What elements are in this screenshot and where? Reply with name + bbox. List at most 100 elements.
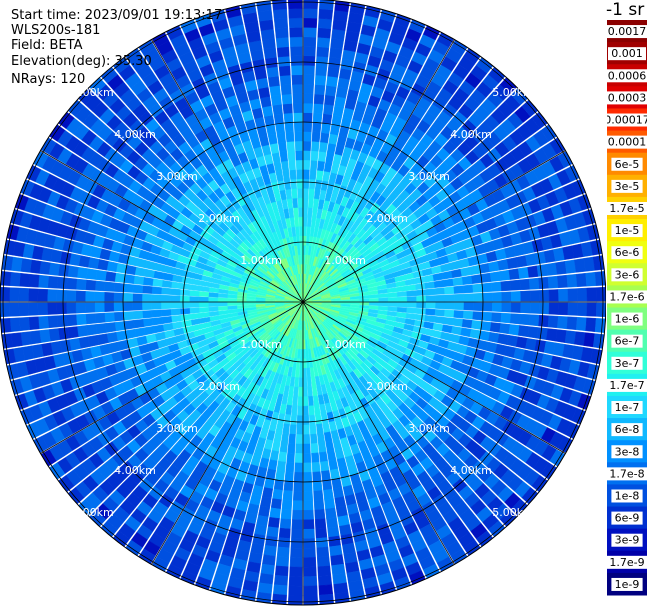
- heatmap-cell: [189, 312, 201, 320]
- heatmap-cell: [303, 576, 318, 587]
- heatmap-cell: [289, 557, 303, 568]
- heatmap-cell: [261, 448, 272, 460]
- heatmap-cell: [47, 275, 59, 289]
- heatmap-cell: [273, 479, 284, 491]
- heatmap-cell: [279, 442, 288, 453]
- heatmap-cell: [368, 302, 379, 306]
- heatmap-cell: [310, 443, 319, 454]
- heatmap-cell: [275, 122, 285, 134]
- heatmap-cell: [143, 325, 155, 336]
- heatmap-cell: [313, 404, 321, 416]
- heatmap-cell: [47, 302, 58, 315]
- heatmap-cell: [260, 496, 272, 508]
- heatmap-cell: [594, 271, 606, 286]
- heatmap-cell: [198, 302, 209, 308]
- heatmap-cell: [263, 153, 274, 165]
- heatmap-cell: [208, 297, 219, 302]
- heatmap-cell: [500, 280, 512, 292]
- heatmap-cell: [317, 18, 333, 30]
- colorbar-tick-label: 1.7e-9: [609, 556, 644, 569]
- heatmap-cell: [303, 453, 312, 464]
- heatmap-cell: [295, 434, 303, 445]
- heatmap-cell: [303, 481, 313, 492]
- heatmap-cell: [472, 292, 484, 302]
- heatmap-cell: [134, 327, 146, 338]
- heatmap-cell: [299, 358, 303, 369]
- heatmap-cell: [296, 178, 303, 189]
- heatmap-cell: [272, 593, 287, 605]
- heatmap-cell: [452, 318, 464, 327]
- range-label: 3.00km: [156, 170, 198, 183]
- heatmap-cell: [406, 307, 417, 314]
- heatmap-cell: [18, 287, 29, 302]
- heatmap-cell: [94, 312, 106, 324]
- heatmap-cell: [198, 296, 209, 302]
- heatmap-cell: [536, 327, 549, 340]
- heatmap-cell: [443, 278, 454, 287]
- heatmap-cell: [536, 264, 549, 277]
- heatmap-cell: [308, 395, 314, 407]
- heatmap-cell: [277, 537, 291, 549]
- heatmap-cell: [469, 328, 481, 340]
- heatmap-cell: [106, 331, 118, 343]
- heatmap-cell: [267, 133, 278, 145]
- heatmap-cell: [318, 151, 327, 162]
- heatmap-cell: [583, 332, 596, 348]
- heatmap-cell: [273, 18, 289, 30]
- heatmap-cell: [583, 256, 596, 272]
- heatmap-cell: [94, 280, 106, 292]
- range-label: 5.00km: [492, 506, 534, 519]
- heatmap-cell: [0, 286, 11, 302]
- heatmap-cell: [284, 471, 294, 482]
- heatmap-cell: [336, 457, 347, 469]
- heatmap-cell: [292, 197, 298, 209]
- heatmap-cell: [290, 55, 303, 66]
- heatmap-cell: [106, 261, 118, 273]
- heatmap-cell: [303, 462, 312, 473]
- instrument-label: WLS200s-181: [11, 23, 101, 38]
- heatmap-cell: [189, 302, 200, 308]
- heatmap-cell: [316, 423, 324, 435]
- heatmap-cell: [272, 584, 288, 596]
- heatmap-cell: [266, 66, 279, 78]
- heatmap-cell: [444, 302, 455, 310]
- heatmap-cell: [132, 284, 144, 294]
- heatmap-cell: [266, 526, 279, 538]
- colorbar-tick-label: 6e-6: [615, 246, 640, 259]
- heatmap-cell: [444, 286, 455, 295]
- heatmap-cell: [539, 302, 550, 315]
- heatmap-cell: [152, 317, 163, 326]
- heatmap-cell: [274, 27, 289, 39]
- heatmap-cell: [303, 500, 314, 511]
- heatmap-cell: [452, 277, 464, 286]
- heatmap-cell: [335, 505, 348, 518]
- heatmap-cell: [319, 451, 328, 463]
- heatmap-cell: [329, 468, 341, 480]
- heatmap-cell: [282, 490, 293, 501]
- heatmap-cell: [387, 292, 398, 298]
- heatmap-cell: [303, 358, 307, 369]
- heatmap-cell: [307, 386, 313, 397]
- range-label: 4.00km: [450, 464, 492, 477]
- heatmap-cell: [94, 291, 105, 302]
- heatmap-cell: [432, 272, 444, 282]
- heatmap-cell: [161, 316, 173, 325]
- heatmap-cell: [293, 386, 299, 397]
- heatmap-cell: [281, 93, 293, 105]
- heatmap-cell: [97, 333, 109, 345]
- heatmap-cell: [262, 554, 276, 566]
- heatmap-cell: [539, 289, 550, 302]
- heatmap-cell: [413, 319, 425, 328]
- heatmap-cell: [322, 170, 331, 182]
- heatmap-cell: [278, 527, 291, 539]
- heatmap-cell: [303, 566, 317, 577]
- heatmap-cell: [303, 434, 311, 445]
- heatmap-cell: [269, 507, 281, 519]
- heatmap-cell: [258, 86, 271, 99]
- heatmap-cell: [313, 188, 321, 200]
- heatmap-cell: [331, 563, 346, 576]
- heatmap-cell: [517, 325, 530, 338]
- heatmap-cell: [292, 83, 303, 95]
- heatmap-cell: [260, 28, 275, 41]
- heatmap-cell: [327, 526, 340, 538]
